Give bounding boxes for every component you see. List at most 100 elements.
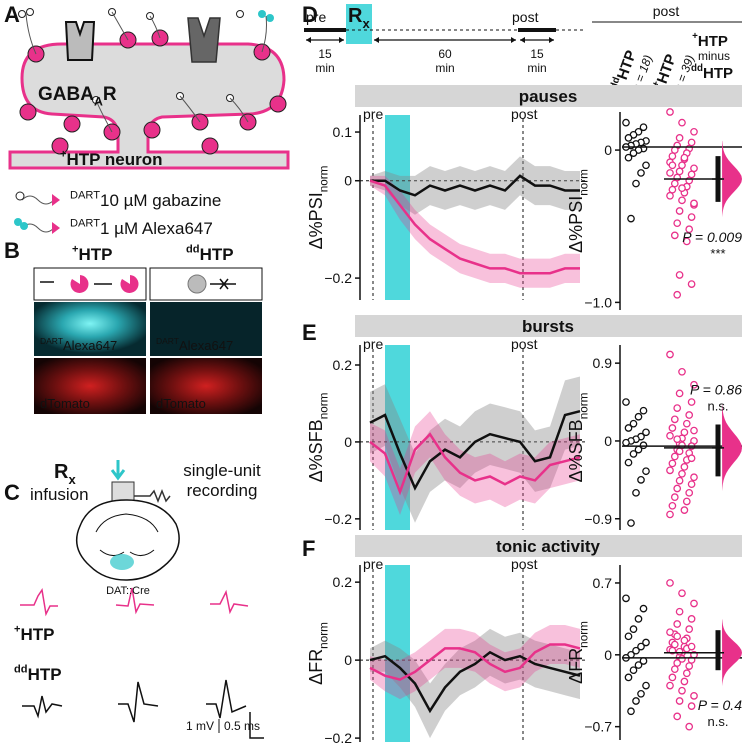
receptor <box>64 21 96 61</box>
data-point <box>670 415 679 424</box>
data-point <box>670 665 679 674</box>
data-point <box>690 164 698 173</box>
alexa-image <box>150 302 262 356</box>
data-point <box>624 673 633 682</box>
data-point <box>673 484 682 493</box>
scale-label: 1 mV <box>186 719 214 733</box>
alexa-ligand <box>258 10 266 18</box>
panel-letter: B <box>4 238 20 263</box>
data-point <box>675 134 684 142</box>
mean-line <box>369 432 581 496</box>
infusion-site <box>110 554 134 570</box>
data-point <box>687 454 696 463</box>
significance: n.s. <box>708 399 729 414</box>
error-band <box>370 175 580 288</box>
duration: 60 <box>438 47 452 61</box>
error-band <box>370 376 580 523</box>
image-label-main: Alexa647 <box>179 338 233 353</box>
diff-label: +HTP <box>692 31 728 50</box>
epoch-label: post <box>511 556 538 572</box>
column-label: +HTP <box>72 243 112 264</box>
receptor-label-tail: R <box>103 84 117 105</box>
data-point <box>690 380 698 389</box>
data-point <box>634 412 643 421</box>
y-axis-label-main: Δ%PSI <box>306 192 326 249</box>
image-label: DARTAlexa647 <box>40 336 117 353</box>
data-point <box>687 702 696 710</box>
diff-label: minus <box>698 49 730 63</box>
duration: 15 <box>318 47 332 61</box>
data-point <box>668 459 677 468</box>
data-point <box>682 237 691 246</box>
image-label: dTomato <box>156 396 206 411</box>
waveform <box>22 695 63 719</box>
panel-letter: C <box>4 480 20 505</box>
data-point <box>666 466 674 475</box>
free-ligands <box>18 8 244 104</box>
scale-label: 0.5 ms <box>224 719 260 733</box>
receptor-label: GABAAR <box>38 84 117 109</box>
y-axis-label: Δ%SFBnorm <box>566 393 590 483</box>
data-point <box>673 712 682 721</box>
alexa-ligand <box>266 14 274 22</box>
data-point <box>678 118 686 127</box>
y-axis-label-main: ΔFR <box>566 648 586 684</box>
data-point <box>670 179 679 188</box>
data-point <box>637 689 645 698</box>
difference-distribution <box>722 619 742 687</box>
data-point <box>624 458 633 467</box>
error-band <box>370 156 580 215</box>
data-point <box>642 681 650 690</box>
data-point <box>627 214 635 223</box>
diff-label-sup: + <box>692 31 698 42</box>
y-tick-label: −0.2 <box>324 270 352 286</box>
tomato-image <box>34 358 146 414</box>
mean-line <box>369 179 580 275</box>
significance: n.s. <box>708 714 729 729</box>
y-axis-label: ΔFRnorm <box>566 621 590 684</box>
y-tick-label: 0 <box>604 433 612 449</box>
data-point <box>687 170 696 179</box>
data-point <box>682 669 691 678</box>
data-point <box>668 185 677 194</box>
data-point <box>629 450 638 458</box>
y-tick-label: 0.1 <box>333 124 353 140</box>
recording-label: single-unit <box>183 461 261 480</box>
waveform <box>20 588 58 617</box>
data-point <box>675 207 684 215</box>
y-tick-label: 0 <box>344 652 352 668</box>
section-title: tonic activity <box>496 537 600 556</box>
drug-label-sub: x <box>68 472 76 487</box>
drug-window <box>346 4 372 44</box>
data-point <box>678 655 686 663</box>
data-point <box>685 722 694 731</box>
data-point <box>675 476 684 485</box>
data-point <box>624 134 633 142</box>
data-point <box>639 406 648 415</box>
column-label-main: HTP <box>78 245 112 264</box>
data-point <box>624 424 633 432</box>
neuron-label-sup: + <box>60 148 67 160</box>
data-point <box>634 661 643 669</box>
data-point <box>637 642 645 651</box>
data-point <box>680 153 689 162</box>
data-point <box>675 647 684 656</box>
trace-label: ddHTP <box>14 663 62 684</box>
data-point <box>690 473 698 482</box>
data-point <box>670 146 679 154</box>
p-value: P = 0.86 <box>690 382 742 398</box>
data-point <box>642 161 650 170</box>
data-point <box>673 632 682 641</box>
data-point <box>639 604 648 613</box>
recording-label: recording <box>187 481 258 500</box>
section-title: bursts <box>522 317 574 336</box>
image-label-main: Alexa647 <box>63 338 117 353</box>
y-axis-label-sub: norm <box>317 622 330 649</box>
data-point <box>666 431 674 440</box>
data-point <box>666 108 674 116</box>
trace-label: +HTP <box>14 623 54 644</box>
mean-line <box>369 650 581 714</box>
y-axis-label-sub: norm <box>577 169 590 196</box>
drug-window <box>385 565 410 742</box>
diff-label-main: HTP <box>703 65 733 82</box>
